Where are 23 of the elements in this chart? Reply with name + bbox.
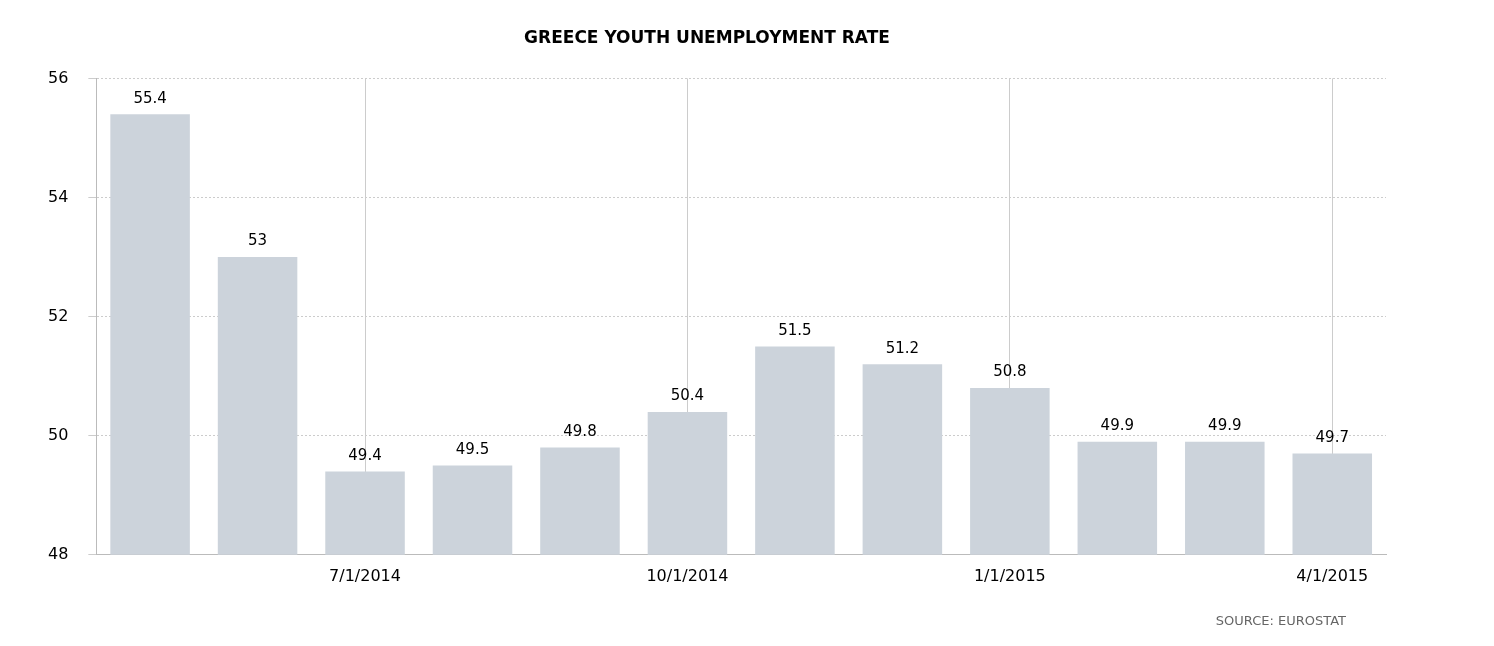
x-tick-label: 4/1/2015: [1296, 565, 1369, 585]
x-tick-label: 10/1/2014: [646, 565, 729, 585]
data-label: 49.8: [563, 422, 597, 440]
x-tick-label: 1/1/2015: [973, 565, 1046, 585]
data-label: 49.4: [348, 445, 382, 464]
data-label: 49.9: [1100, 416, 1135, 435]
data-label: 49.9: [1208, 416, 1242, 435]
data-label: 50.8: [993, 362, 1027, 381]
data-label: 50.4: [670, 386, 705, 405]
x-tick-label: 7/1/2014: [329, 565, 401, 585]
y-tick-label: 54: [48, 186, 69, 206]
data-label: 49.5: [455, 439, 490, 458]
y-tick-label: 56: [48, 67, 69, 87]
data-label: 55.4: [133, 88, 167, 107]
data-label: 51.2: [885, 338, 920, 357]
data-label: 53: [248, 231, 268, 250]
y-tick-label: 48: [48, 543, 69, 563]
data-label: 51.5: [778, 320, 812, 339]
chart-title: GREECE YOUTH UNEMPLOYMENT RATE: [524, 26, 890, 47]
data-label: 49.7: [1315, 427, 1349, 446]
y-tick-label: 52: [48, 305, 69, 325]
source-note: SOURCE: EUROSTAT: [1215, 612, 1347, 628]
y-tick-label: 50: [48, 424, 69, 444]
